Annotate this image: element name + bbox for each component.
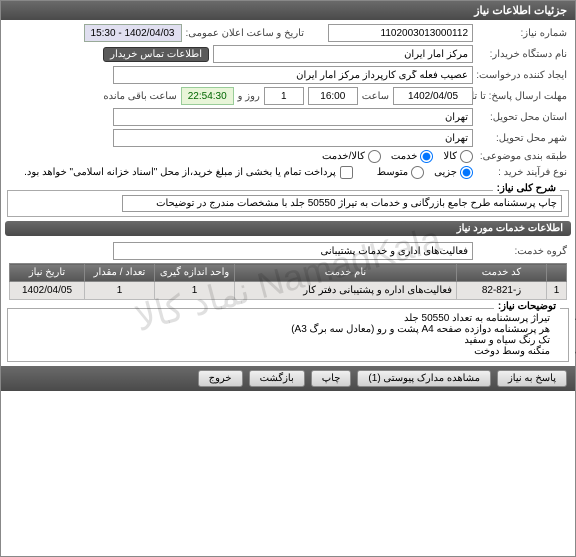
th-qty: تعداد / مقدار bbox=[85, 264, 155, 282]
description-fieldset: شرح کلی نیاز: چاپ پرسشنامه طرح جامع بازر… bbox=[7, 190, 569, 217]
notes-line4: منگنه وسط دوخت bbox=[14, 346, 550, 357]
reply-button[interactable]: پاسخ به نیاز bbox=[497, 370, 567, 387]
category-label: طبقه بندی موضوعی: bbox=[477, 151, 567, 162]
treasury-note: پرداخت تمام یا بخشی از مبلغ خرید،از محل … bbox=[24, 167, 336, 178]
header-form: شماره نیاز: تاریخ و ساعت اعلان عمومی: 14… bbox=[1, 20, 575, 186]
back-button[interactable]: بازگشت bbox=[249, 370, 305, 387]
cat-service-radio[interactable] bbox=[420, 150, 433, 163]
treasury-checkbox[interactable] bbox=[340, 166, 353, 179]
proc-medium-radio[interactable] bbox=[411, 166, 424, 179]
need-no-label: شماره نیاز: bbox=[477, 28, 567, 39]
th-name: نام خدمت bbox=[235, 264, 457, 282]
process-radio-group: جزیی متوسط bbox=[377, 166, 473, 179]
footer-bar: پاسخ به نیاز مشاهده مدارک پیوستی (1) چاپ… bbox=[1, 366, 575, 391]
cell-unit: 1 bbox=[155, 282, 235, 300]
process-label: نوع فرآیند خرید : bbox=[477, 167, 567, 178]
proc-partial-radio[interactable] bbox=[460, 166, 473, 179]
th-date: تاریخ نیاز bbox=[10, 264, 85, 282]
th-idx bbox=[547, 264, 567, 282]
th-unit: واحد اندازه گیری bbox=[155, 264, 235, 282]
cat-service-label: خدمت bbox=[391, 151, 418, 162]
category-radio-group: کالا خدمت کالا/خدمت bbox=[322, 150, 473, 163]
title-bar: جزئیات اطلاعات نیاز bbox=[1, 1, 575, 20]
cat-both-label: کالا/خدمت bbox=[322, 151, 365, 162]
services-form: گروه خدمت: کد خدمت نام خدمت واحد اندازه … bbox=[1, 238, 575, 304]
notes-line1: تیراژ پرسشنامه به تعداد 50550 جلد bbox=[14, 313, 550, 324]
announce-label: تاریخ و ساعت اعلان عمومی: bbox=[186, 28, 305, 39]
cell-date: 1402/04/05 bbox=[10, 282, 85, 300]
exit-button[interactable]: خروج bbox=[198, 370, 243, 387]
need-no-field bbox=[328, 24, 473, 42]
service-group-label: گروه خدمت: bbox=[477, 246, 567, 257]
main-window: جزئیات اطلاعات نیاز شماره نیاز: تاریخ و … bbox=[0, 0, 576, 557]
reply-time-field bbox=[308, 87, 358, 105]
remain-time: 22:54:30 bbox=[181, 87, 234, 105]
print-button[interactable]: چاپ bbox=[311, 370, 352, 387]
requester-field bbox=[113, 66, 473, 84]
description-text: چاپ پرسشنامه طرح جامع بازرگانی و خدمات ب… bbox=[122, 195, 562, 212]
notes-line2: هر پرسشنامه دوازده صفحه A4 پشت و رو (معا… bbox=[14, 324, 550, 335]
arrow-up-icon[interactable]: ▲ bbox=[570, 313, 576, 322]
remain-day-label: روز و bbox=[238, 91, 260, 102]
notes-fieldset: توضیحات نیاز: ▲ ▼ تیراژ پرسشنامه به تعدا… bbox=[7, 308, 569, 362]
contact-button[interactable]: اطلاعات تماس خریدار bbox=[103, 47, 209, 62]
description-legend: شرح کلی نیاز: bbox=[493, 183, 560, 194]
announce-value: 1402/04/03 - 15:30 bbox=[84, 24, 182, 42]
cell-code: ز-821-82 bbox=[457, 282, 547, 300]
remain-day-field bbox=[264, 87, 304, 105]
services-table: کد خدمت نام خدمت واحد اندازه گیری تعداد … bbox=[9, 263, 567, 300]
province-field bbox=[113, 108, 473, 126]
attachments-button[interactable]: مشاهده مدارک پیوستی (1) bbox=[357, 370, 491, 387]
arrow-down-icon[interactable]: ▼ bbox=[570, 350, 576, 359]
table-row[interactable]: 1 ز-821-82 فعالیت‌های اداره و پشتیبانی د… bbox=[10, 282, 567, 300]
time-label: ساعت bbox=[362, 91, 389, 102]
service-group-field bbox=[113, 242, 473, 260]
notes-scroll: ▲ ▼ bbox=[570, 313, 576, 359]
remain-suffix: ساعت باقی مانده bbox=[103, 91, 176, 102]
cat-both-radio[interactable] bbox=[368, 150, 381, 163]
proc-medium-label: متوسط bbox=[377, 167, 408, 178]
province-label: استان محل تحویل: bbox=[477, 112, 567, 123]
buyer-label: نام دستگاه خریدار: bbox=[477, 49, 567, 60]
city-field bbox=[113, 129, 473, 147]
cell-qty: 1 bbox=[85, 282, 155, 300]
reply-date-field bbox=[393, 87, 473, 105]
cat-goods-label: کالا bbox=[443, 151, 457, 162]
table-header-row: کد خدمت نام خدمت واحد اندازه گیری تعداد … bbox=[10, 264, 567, 282]
proc-partial-label: جزیی bbox=[434, 167, 457, 178]
cell-idx: 1 bbox=[547, 282, 567, 300]
buyer-field bbox=[213, 45, 473, 63]
th-code: کد خدمت bbox=[457, 264, 547, 282]
cell-name: فعالیت‌های اداره و پشتیبانی دفتر کار bbox=[235, 282, 457, 300]
services-section-bar: اطلاعات خدمات مورد نیاز bbox=[5, 221, 571, 236]
notes-line3: تک رنگ سیاه و سفید bbox=[14, 335, 550, 346]
city-label: شهر محل تحویل: bbox=[477, 133, 567, 144]
requester-label: ایجاد کننده درخواست: bbox=[477, 70, 567, 81]
reply-due-label: مهلت ارسال پاسخ: تا تاریخ: bbox=[477, 91, 567, 102]
notes-legend: توضیحات نیاز: bbox=[494, 301, 560, 312]
cat-goods-radio[interactable] bbox=[460, 150, 473, 163]
